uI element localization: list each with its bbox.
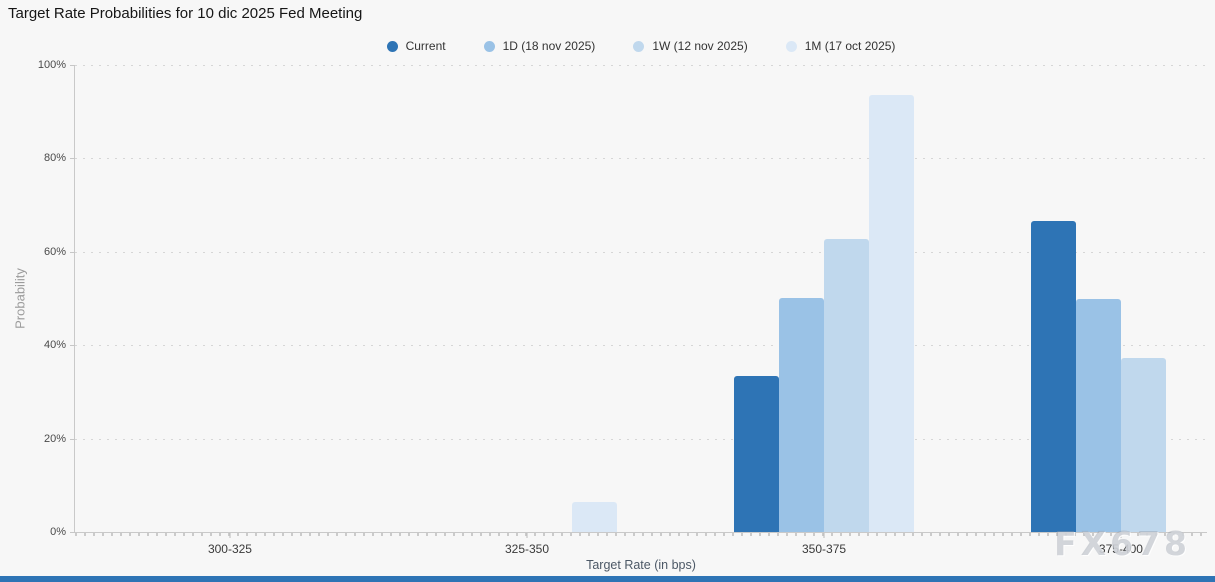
bar-slot — [1120, 358, 1166, 532]
x-axis-line — [75, 532, 1207, 533]
bar-group-325-350 — [437, 502, 617, 532]
bar-1d-375-400 — [1075, 299, 1121, 532]
bar-slot — [869, 94, 915, 532]
legend-dot-icon — [785, 40, 797, 52]
bar-current-350-375 — [734, 375, 780, 532]
x-axis-major-tick — [229, 533, 231, 538]
y-axis-tick — [70, 438, 75, 440]
y-tick-label-0pct: 0% — [50, 526, 66, 538]
y-axis-tick — [70, 345, 75, 347]
bar-slot — [824, 238, 870, 532]
y-axis-title: Probability — [12, 268, 28, 329]
bar-slot — [1075, 299, 1121, 532]
footer-accent-bar — [0, 576, 1215, 582]
bar-1d-350-375 — [779, 297, 825, 532]
x-axis-major-tick — [526, 533, 528, 538]
y-axis-line — [74, 65, 75, 532]
y-tick-label-100pct: 100% — [37, 59, 66, 71]
bar-slot — [779, 297, 825, 532]
y-tick-label-60pct: 60% — [43, 245, 66, 258]
x-axis-minor-ticks — [75, 533, 1207, 536]
legend-dot-icon — [483, 40, 495, 52]
y-tick-label-80pct: 80% — [43, 152, 66, 165]
y-tick-label-20pct: 20% — [43, 432, 66, 445]
legend-item-1w[interactable]: 1W (12 nov 2025) — [633, 39, 748, 53]
y-axis-tick — [70, 251, 75, 253]
x-axis-major-tick — [823, 533, 825, 538]
legend-label: 1W (12 nov 2025) — [652, 39, 748, 53]
bar-1m-350-375 — [869, 94, 915, 532]
bar-group-350-375 — [734, 94, 915, 532]
plot-area: 0% 20% 40% 60% 80% 100% 300-325 325-350 350-375 3… — [38, 59, 1207, 556]
x-tick-label-300-325: 300-325 — [207, 542, 252, 556]
x-tick-label-350-375: 350-375 — [802, 542, 847, 556]
x-axis-major-tick — [1120, 533, 1122, 538]
gridline-40pct — [75, 345, 1207, 347]
gridline-100pct — [75, 65, 1207, 66]
chart-title: Target Rate Probabilities for 10 dic 202… — [8, 5, 363, 22]
watermark: FX678 — [1054, 524, 1191, 563]
bar-current-375-400 — [1030, 221, 1076, 532]
y-tick-label-40pct: 40% — [43, 339, 66, 352]
x-tick-label-325-350: 325-350 — [504, 542, 550, 556]
x-axis-title: Target Rate (in bps) — [586, 558, 696, 572]
legend-item-1m[interactable]: 1M (17 oct 2025) — [785, 39, 896, 53]
bar-group-375-400 — [1030, 221, 1211, 532]
gridline-20pct — [75, 438, 1207, 440]
legend-dot-icon — [386, 40, 398, 52]
bar-slot — [1030, 221, 1076, 532]
bar-1w-375-400 — [1120, 358, 1166, 532]
bar-1w-350-375 — [824, 238, 870, 532]
bar-1m-325-350 — [572, 502, 617, 532]
x-tick-label-375-400: 375-400 — [1098, 542, 1143, 556]
y-axis-tick — [70, 65, 75, 66]
bar-slot — [734, 375, 780, 532]
legend-label: Current — [405, 39, 446, 53]
legend-label: 1M (17 oct 2025) — [804, 39, 896, 53]
legend-label: 1D (18 nov 2025) — [502, 39, 596, 53]
chart-legend: Current 1D (18 nov 2025) 1W (12 nov 2025) 1… — [75, 36, 1207, 56]
y-axis-tick — [70, 158, 75, 160]
bar-slot — [572, 502, 617, 532]
gridline-80pct — [75, 158, 1207, 160]
y-axis-tick — [70, 532, 75, 533]
gridline-60pct — [75, 251, 1207, 253]
legend-dot-icon — [633, 40, 645, 52]
legend-item-current[interactable]: Current — [386, 39, 446, 53]
legend-item-1d[interactable]: 1D (18 nov 2025) — [483, 39, 596, 53]
